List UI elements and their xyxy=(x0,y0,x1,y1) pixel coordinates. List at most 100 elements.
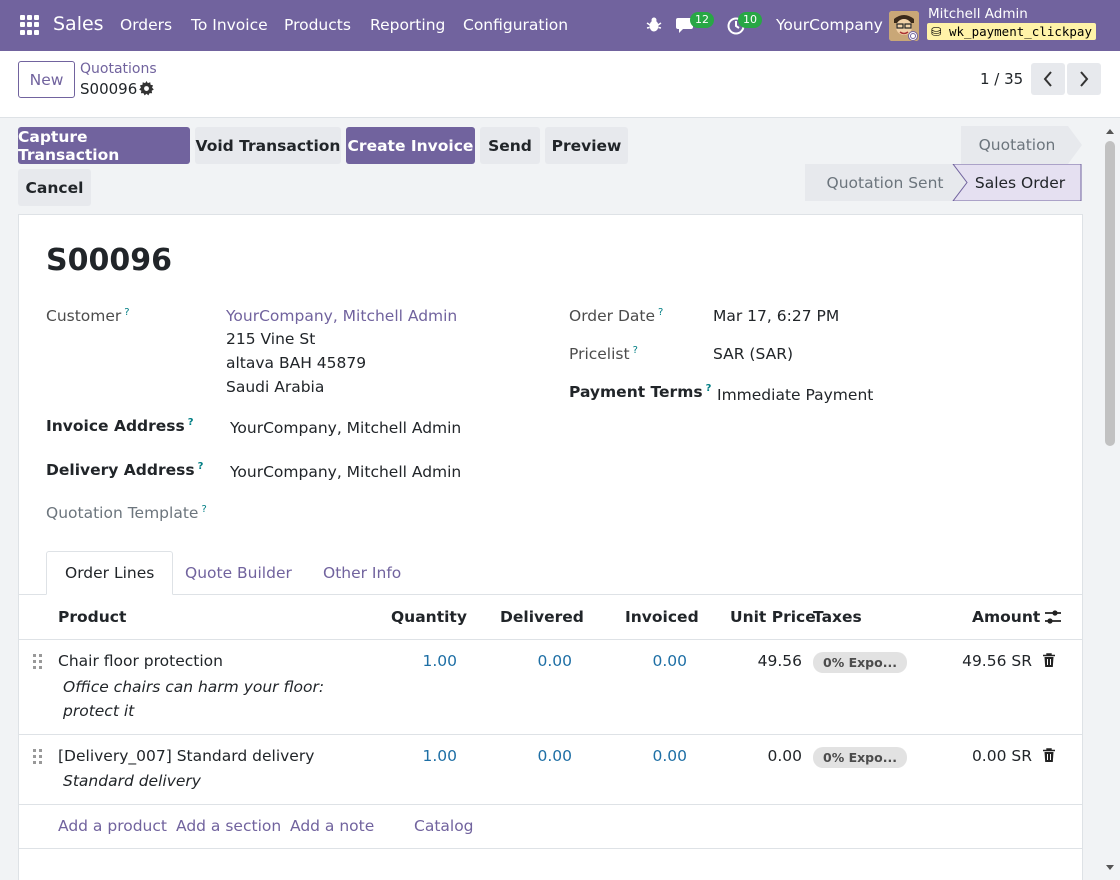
column-delivered[interactable]: Delivered xyxy=(500,608,584,626)
messages-icon[interactable] xyxy=(676,15,698,35)
customer-label: Customer? xyxy=(46,307,130,325)
column-quantity[interactable]: Quantity xyxy=(391,608,467,626)
column-taxes[interactable]: Taxes xyxy=(813,608,862,626)
order-date-help-icon[interactable]: ? xyxy=(658,307,664,318)
create-invoice-button[interactable]: Create Invoice xyxy=(346,127,475,164)
trash-icon[interactable] xyxy=(1043,653,1055,668)
pager-next-button[interactable] xyxy=(1067,63,1101,95)
apps-grid-icon[interactable] xyxy=(20,15,40,35)
line-invoiced[interactable]: 0.00 xyxy=(652,652,687,670)
database-icon: ⛁ xyxy=(931,24,949,39)
stage-quotation[interactable]: Quotation xyxy=(978,136,1056,154)
line-delivered[interactable]: 0.00 xyxy=(537,652,572,670)
column-product[interactable]: Product xyxy=(58,608,127,626)
database-badge: ⛁ wk_payment_clickpay xyxy=(927,23,1096,40)
tab-quote-builder[interactable]: Quote Builder xyxy=(185,564,292,582)
gear-icon[interactable] xyxy=(139,81,154,96)
invoice-address-field[interactable]: YourCompany, Mitchell Admin xyxy=(230,419,462,437)
stage-sales-order[interactable]: Sales Order xyxy=(974,174,1066,192)
pricelist-help-icon[interactable]: ? xyxy=(632,345,638,356)
control-panel: New Quotations S00096 1 / 35 xyxy=(0,51,1120,118)
line-description[interactable]: Office chairs can harm your floor: xyxy=(63,678,325,696)
order-date-label-text: Order Date xyxy=(569,307,656,325)
menu-orders[interactable]: Orders xyxy=(120,16,173,34)
table-row[interactable]: [Delivery_007] Standard delivery Standar… xyxy=(19,735,1082,805)
page-title: S00096 xyxy=(46,243,172,278)
app-brand[interactable]: Sales xyxy=(53,13,104,35)
customer-link[interactable]: YourCompany, Mitchell Admin xyxy=(226,307,458,325)
new-button[interactable]: New xyxy=(18,61,75,98)
customer-help-icon[interactable]: ? xyxy=(124,307,130,318)
line-unit-price[interactable]: 49.56 xyxy=(757,652,802,670)
pager-value[interactable]: 1 / 35 xyxy=(980,70,1024,88)
delivery-address-field[interactable]: YourCompany, Mitchell Admin xyxy=(230,463,462,481)
trash-icon[interactable] xyxy=(1043,748,1055,763)
breadcrumb-quotations[interactable]: Quotations xyxy=(80,61,157,77)
payment-terms-help-icon[interactable]: ? xyxy=(705,383,712,394)
tax-badge[interactable]: 0% Expo... xyxy=(813,652,907,673)
drag-handle-icon[interactable] xyxy=(33,654,43,670)
optional-columns-sliders-icon[interactable] xyxy=(1044,609,1062,625)
line-quantity[interactable]: 1.00 xyxy=(422,747,457,765)
drag-handle-icon[interactable] xyxy=(33,749,43,765)
menu-reporting[interactable]: Reporting xyxy=(370,16,446,34)
line-delivered[interactable]: 0.00 xyxy=(537,747,572,765)
scrollbar-thumb[interactable] xyxy=(1105,141,1115,446)
stage-quotation-sent[interactable]: Quotation Sent xyxy=(826,174,944,192)
line-quantity[interactable]: 1.00 xyxy=(422,652,457,670)
invoice-address-help-icon[interactable]: ? xyxy=(187,417,194,428)
debug-bug-icon[interactable] xyxy=(646,16,662,33)
cancel-button[interactable]: Cancel xyxy=(18,169,91,206)
line-description[interactable]: Standard delivery xyxy=(63,772,201,790)
add-note-link[interactable]: Add a note xyxy=(290,817,375,835)
tax-badge[interactable]: 0% Expo... xyxy=(813,747,907,768)
void-transaction-button[interactable]: Void Transaction xyxy=(195,127,341,164)
preview-button[interactable]: Preview xyxy=(545,127,628,164)
form-tabs: Order Lines Quote Builder Other Info xyxy=(19,551,1082,595)
order-lines-header: Product Quantity Delivered Invoiced Unit… xyxy=(19,595,1082,640)
menu-configuration[interactable]: Configuration xyxy=(463,16,569,34)
user-avatar[interactable] xyxy=(889,11,919,41)
table-row[interactable]: Chair floor protection Office chairs can… xyxy=(19,640,1082,735)
payment-terms-label: Payment Terms? xyxy=(569,383,711,401)
pager-previous-button[interactable] xyxy=(1031,63,1065,95)
page-scrollbar[interactable] xyxy=(1104,127,1116,877)
invoice-address-label-text: Invoice Address xyxy=(46,417,185,435)
customer-city: altava BAH 45879 xyxy=(226,354,367,372)
add-product-link[interactable]: Add a product xyxy=(58,817,167,835)
pricelist-field[interactable]: SAR (SAR) xyxy=(713,345,794,363)
pricelist-label-text: Pricelist xyxy=(569,345,630,363)
column-invoiced[interactable]: Invoiced xyxy=(625,608,699,626)
line-invoiced[interactable]: 0.00 xyxy=(652,747,687,765)
delivery-address-help-icon[interactable]: ? xyxy=(197,461,204,472)
menu-to-invoice[interactable]: To Invoice xyxy=(191,16,268,34)
delivery-address-label-text: Delivery Address xyxy=(46,461,195,479)
line-product[interactable]: [Delivery_007] Standard delivery xyxy=(58,747,315,765)
tab-order-lines[interactable]: Order Lines xyxy=(46,551,174,595)
add-section-link[interactable]: Add a section xyxy=(176,817,282,835)
user-name[interactable]: Mitchell Admin xyxy=(928,6,1028,22)
column-amount[interactable]: Amount xyxy=(972,608,1041,626)
chevron-right-icon xyxy=(1080,71,1089,87)
scroll-up-arrow-icon[interactable] xyxy=(1105,127,1115,135)
activities-count-badge: 10 xyxy=(738,12,762,28)
customer-country: Saudi Arabia xyxy=(226,378,325,396)
quotation-template-help-icon[interactable]: ? xyxy=(201,504,207,515)
catalog-link[interactable]: Catalog xyxy=(414,817,474,835)
line-product[interactable]: Chair floor protection xyxy=(58,652,223,670)
scroll-down-arrow-icon[interactable] xyxy=(1105,864,1115,872)
breadcrumb-current: S00096 xyxy=(80,80,138,98)
send-button[interactable]: Send xyxy=(480,127,540,164)
column-unit-price[interactable]: Unit Price xyxy=(730,608,816,626)
stage-bar-shapes xyxy=(805,164,1082,201)
tab-other-info[interactable]: Other Info xyxy=(323,564,402,582)
payment-terms-field[interactable]: Immediate Payment xyxy=(717,386,874,404)
menu-products[interactable]: Products xyxy=(284,16,351,34)
database-name: wk_payment_clickpay xyxy=(949,24,1092,39)
line-description-cont[interactable]: protect it xyxy=(63,702,135,720)
company-switcher[interactable]: YourCompany xyxy=(776,16,883,34)
line-amount: 0.00 SR xyxy=(971,747,1032,765)
line-unit-price[interactable]: 0.00 xyxy=(767,747,802,765)
capture-transaction-button[interactable]: Capture Transaction xyxy=(18,127,190,164)
order-date-field[interactable]: Mar 17, 6:27 PM xyxy=(713,307,840,325)
